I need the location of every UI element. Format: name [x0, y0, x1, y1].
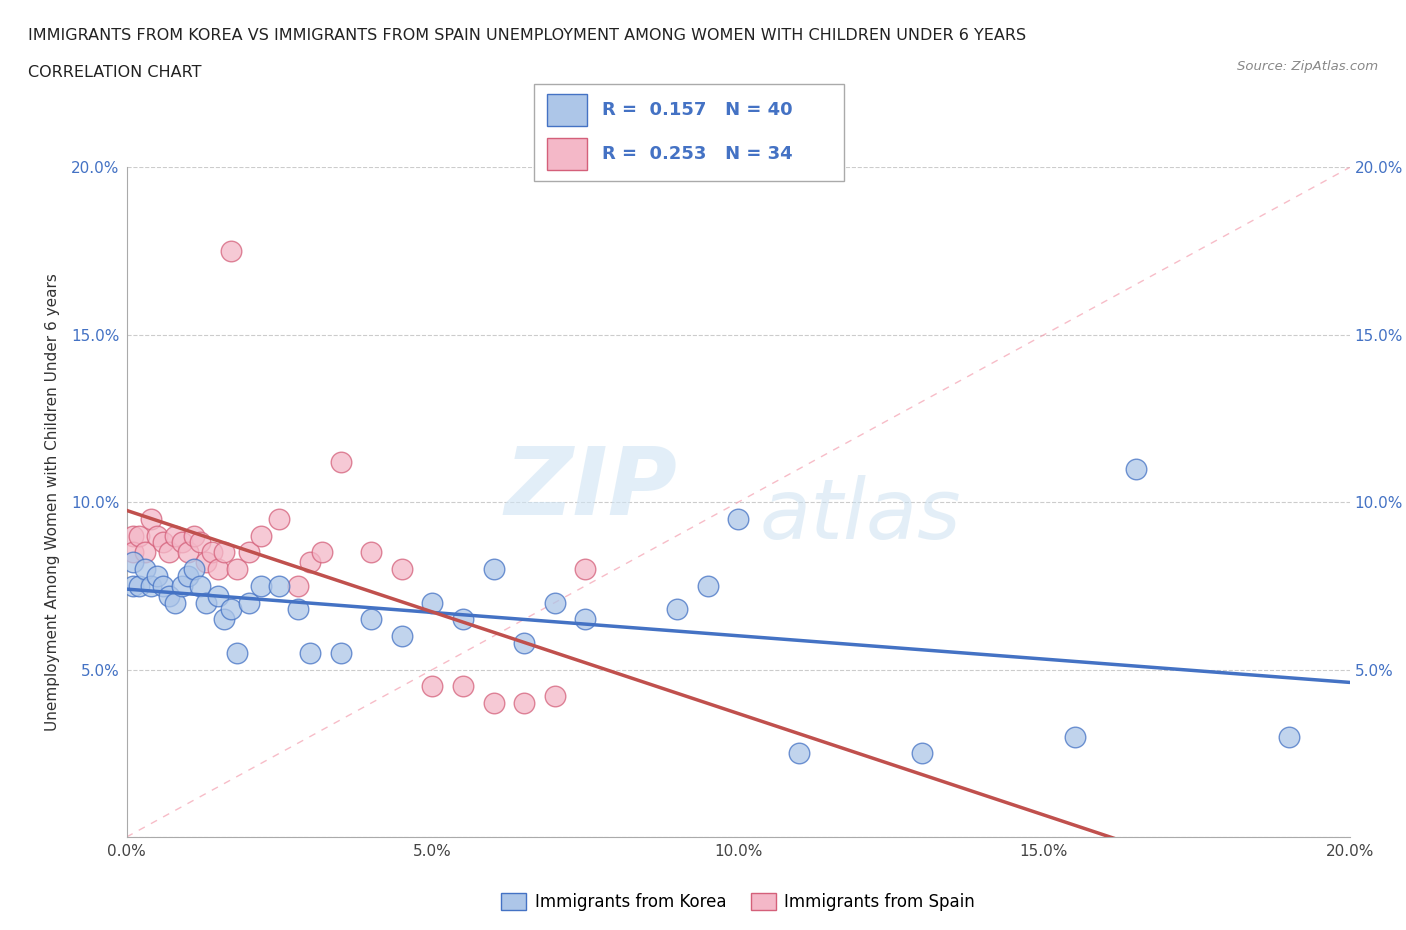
Point — [201, 545, 224, 560]
Text: Source: ZipAtlas.com: Source: ZipAtlas.com — [1237, 60, 1378, 73]
Point — [544, 689, 567, 704]
Point — [391, 562, 413, 577]
Point — [121, 545, 143, 560]
Point — [1125, 461, 1147, 476]
Point — [482, 562, 505, 577]
Point — [146, 568, 169, 583]
Point — [195, 595, 218, 610]
Point — [250, 528, 273, 543]
Point — [214, 612, 236, 627]
Point — [152, 535, 174, 550]
Point — [360, 612, 382, 627]
Text: CORRELATION CHART: CORRELATION CHART — [28, 65, 201, 80]
Point — [152, 578, 174, 593]
Point — [513, 635, 536, 650]
Text: ZIP: ZIP — [505, 443, 678, 535]
Point — [287, 578, 309, 593]
Point — [696, 578, 718, 593]
Point — [134, 545, 156, 560]
Point — [225, 562, 247, 577]
Text: IMMIGRANTS FROM KOREA VS IMMIGRANTS FROM SPAIN UNEMPLOYMENT AMONG WOMEN WITH CHI: IMMIGRANTS FROM KOREA VS IMMIGRANTS FROM… — [28, 28, 1026, 43]
Point — [183, 528, 205, 543]
Point — [451, 679, 474, 694]
Point — [214, 545, 236, 560]
Point — [146, 528, 169, 543]
Point — [574, 562, 596, 577]
Point — [188, 535, 211, 550]
Point — [170, 578, 193, 593]
Point — [299, 555, 322, 570]
Point — [269, 578, 291, 593]
Bar — [547, 95, 586, 126]
Point — [544, 595, 567, 610]
Point — [139, 512, 162, 526]
Point — [170, 535, 193, 550]
Point — [311, 545, 333, 560]
Point — [789, 746, 811, 761]
Point — [666, 602, 689, 617]
Text: R =  0.253   N = 34: R = 0.253 N = 34 — [602, 145, 793, 163]
Y-axis label: Unemployment Among Women with Children Under 6 years: Unemployment Among Women with Children U… — [45, 273, 60, 731]
Point — [121, 528, 143, 543]
Point — [207, 589, 229, 604]
Point — [165, 528, 187, 543]
Point — [121, 578, 143, 593]
Point — [513, 696, 536, 711]
Point — [157, 589, 180, 604]
Point — [482, 696, 505, 711]
Point — [250, 578, 273, 593]
Point — [1063, 729, 1085, 744]
Text: R =  0.157   N = 40: R = 0.157 N = 40 — [602, 101, 793, 119]
Point — [195, 555, 218, 570]
Point — [727, 512, 749, 526]
Point — [128, 578, 150, 593]
Point — [225, 645, 247, 660]
Point — [188, 578, 211, 593]
Text: atlas: atlas — [759, 475, 962, 556]
Point — [207, 562, 229, 577]
Point — [422, 595, 444, 610]
Point — [451, 612, 474, 627]
FancyBboxPatch shape — [534, 84, 844, 181]
Point — [422, 679, 444, 694]
Point — [1278, 729, 1301, 744]
Point — [134, 562, 156, 577]
Point — [329, 645, 352, 660]
Point — [329, 455, 352, 470]
Point — [391, 629, 413, 644]
Point — [128, 528, 150, 543]
Point — [183, 562, 205, 577]
Point — [139, 578, 162, 593]
Point — [219, 244, 242, 259]
Point — [238, 595, 260, 610]
Point — [165, 595, 187, 610]
Point — [238, 545, 260, 560]
Point — [574, 612, 596, 627]
Point — [269, 512, 291, 526]
Point — [299, 645, 322, 660]
Point — [177, 545, 200, 560]
Legend: Immigrants from Korea, Immigrants from Spain: Immigrants from Korea, Immigrants from S… — [495, 886, 981, 917]
Point — [157, 545, 180, 560]
Point — [121, 555, 143, 570]
Point — [219, 602, 242, 617]
Point — [177, 568, 200, 583]
Point — [911, 746, 934, 761]
Point — [360, 545, 382, 560]
Bar — [547, 139, 586, 169]
Point — [287, 602, 309, 617]
